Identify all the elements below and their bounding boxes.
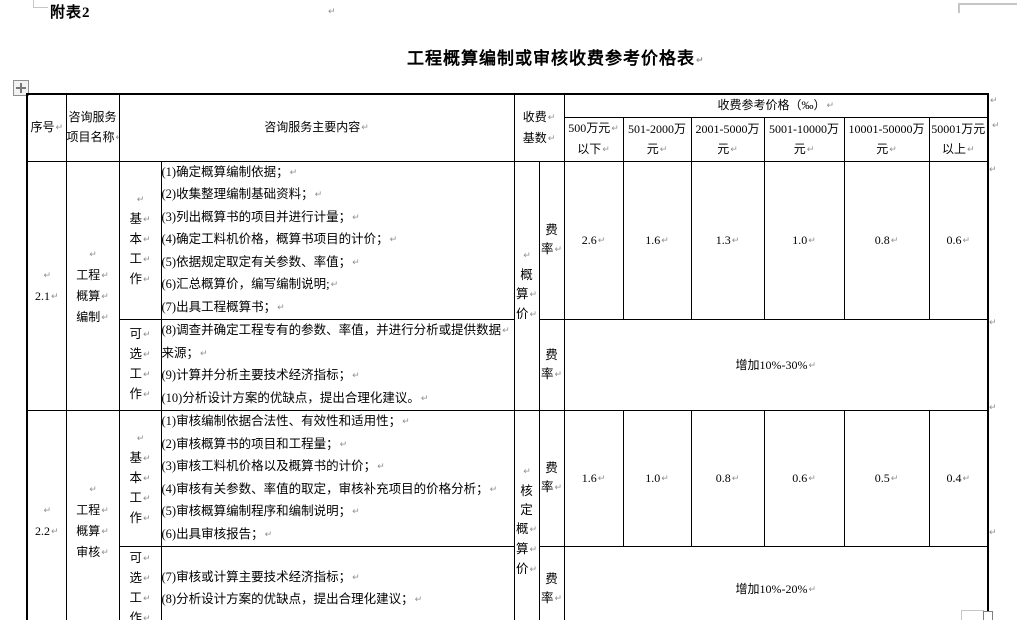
doc-title: 工程概算编制或审核收费参考价格表↵ [407, 44, 705, 69]
row-2-1-value-3: 1.0↵ [763, 160, 845, 320]
row-2-2-fee-base: ↵ 核 定 概↵ 算↵ 价↵ [513, 410, 540, 620]
row-2-1-optional-span-value: 增加10%-30%↵ [563, 319, 989, 411]
row-2-1-basic-content: (1)确定概算编制依据；↵ (2)收集整理编制基础资料；↵ (3)列出概算书的项… [160, 160, 515, 320]
header-fee-base: 收费↵ 基数↵ [513, 93, 565, 162]
row-2-2-value-3: 0.6↵ [763, 410, 845, 547]
row-end-mark: ↵ [989, 528, 997, 538]
move-handle-cross [20, 83, 22, 93]
row-2-2-seq: ↵ 2.2↵ [26, 410, 67, 620]
row-2-2-value-1: 1.0↵ [622, 410, 692, 547]
paragraph-mark: ↵ [328, 7, 336, 17]
row-2-1-value-0: 2.6↵ [563, 160, 624, 320]
row-2-2-name: ↵ 工程↵ 概算↵ 审核↵ [65, 410, 120, 620]
row-2-2-optional-span-value: 增加10%-20%↵ [563, 546, 989, 620]
row-end-mark: ↵ [989, 165, 997, 175]
header-service-name: 咨询服务 项目名称↵ [65, 93, 120, 162]
row-2-1-optional-label: 可↵ 选↵ 工↵ 作↵ [118, 319, 162, 411]
header-range-0: 500万元↵ 以下↵ [563, 116, 624, 162]
header-seq: 序号↵ [26, 93, 67, 162]
doc-title-text: 工程概算编制或审核收费参考价格表 [407, 49, 695, 68]
header-range-1: 501-2000万 元↵ [622, 116, 692, 162]
row-2-2-optional-rate-label: 费 率↵ [538, 546, 565, 620]
row-2-2-basic-content: (1)审核编制依据合法性、有效性和适用性；↵ (2)审核概算书的项目和工程量；↵… [160, 410, 515, 547]
row-2-2-value-2: 0.8↵ [690, 410, 765, 547]
row-2-2-value-5: 0.4↵ [928, 410, 989, 547]
row-2-1-seq: ↵ 2.1↵ [26, 160, 67, 411]
doc-label: 附表2 [50, 5, 91, 21]
row-2-1-optional-content: (8)调查并确定工程专有的参数、率值，并进行分析或提供数据↵ 来源；↵ (9)计… [160, 319, 515, 411]
row-end-mark: ↵ [990, 96, 998, 106]
row-2-2-basic-rate-label: 费 率↵ [538, 410, 565, 547]
row-2-2-value-0: 1.6↵ [563, 410, 624, 547]
row-2-1-value-4: 0.8↵ [843, 160, 930, 320]
row-2-2-value-4: 0.5↵ [843, 410, 930, 547]
row-2-1-basic-label: ↵ 基↵ 本↵ 工↵ 作↵ [118, 160, 162, 320]
header-range-3: 5001-10000万 元↵ [763, 116, 845, 162]
header-price-group: 收费参考价格（‰）↵ [563, 93, 989, 118]
fee-reference-table: 序号↵ 咨询服务 项目名称↵ 咨询服务主要内容↵ 收费↵ 基数↵ 收费参考价格（… [26, 93, 990, 620]
paragraph-mark: ↵ [696, 56, 705, 66]
header-range-2: 2001-5000万 元↵ [690, 116, 765, 162]
row-end-mark: ↵ [989, 318, 997, 328]
row-2-1-basic-rate-label: 费 率↵ [538, 160, 565, 320]
row-2-1-optional-rate-label: 费 率↵ [538, 319, 565, 411]
header-range-4: 10001-50000万 元↵ [843, 116, 930, 162]
header-content: 咨询服务主要内容↵ [118, 93, 515, 162]
row-end-mark: ↵ [989, 403, 997, 413]
row-2-1-value-2: 1.3↵ [690, 160, 765, 320]
row-end-mark: ↵ [992, 121, 1000, 131]
table-resize-handle-icon[interactable] [983, 611, 993, 620]
row-2-1-value-5: 0.6↵ [928, 160, 989, 320]
table-move-handle-icon[interactable] [13, 80, 29, 96]
row-2-2-optional-content: (7)审核或计算主要技术经济指标；↵ (8)分析设计方案的优缺点，提出合理化建议… [160, 546, 515, 620]
row-2-1-name: ↵ 工程↵ 概算↵ 编制↵ [65, 160, 120, 411]
page-margin-mark-top-right [958, 3, 1017, 13]
row-2-2-optional-label: 可↵ 选↵ 工↵ 作↵ [118, 546, 162, 620]
row-2-1-value-1: 1.6↵ [622, 160, 692, 320]
row-2-2-basic-label: ↵ 基↵ 本↵ 工↵ 作↵ [118, 410, 162, 547]
header-range-5: 50001万元 以上↵ [928, 116, 989, 162]
page-margin-mark-top-left [33, 0, 48, 8]
page-margin-mark-bottom-right [961, 610, 984, 620]
row-2-1-fee-base: ↵ 概 算↵ 价↵ [513, 160, 540, 411]
